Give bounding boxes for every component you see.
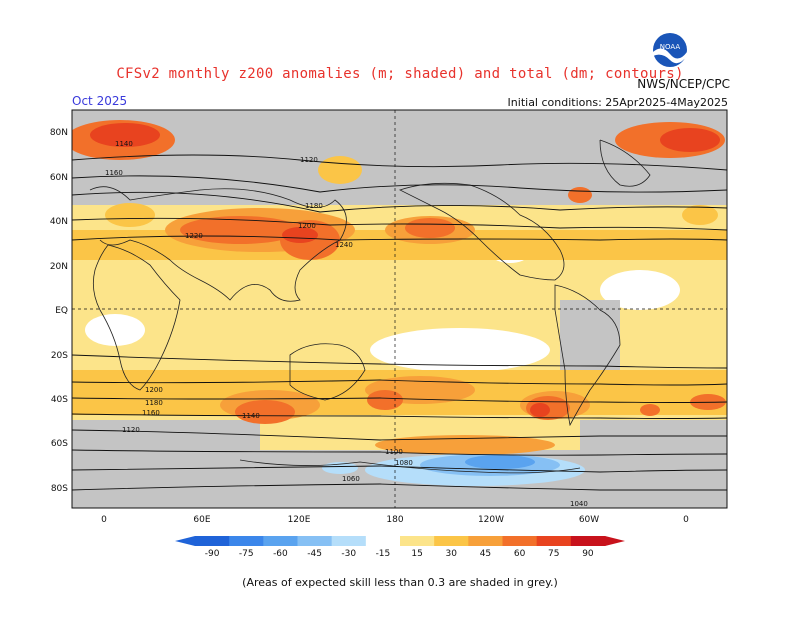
colorbar-swatch — [536, 536, 572, 546]
contour-label: 1200 — [298, 222, 316, 230]
colorbar-tick-label: -15 — [376, 549, 391, 559]
contour-label: 1220 — [185, 232, 203, 240]
colorbar-swatch — [468, 536, 503, 546]
colorbar-swatch — [365, 536, 401, 546]
colorbar-left-arrow — [175, 536, 195, 546]
contour-label: 1120 — [300, 156, 318, 164]
colorbar-swatch — [229, 536, 264, 546]
contour-label: 1100 — [385, 448, 403, 456]
lon-label: 0 — [101, 515, 107, 525]
lon-label: 180 — [386, 515, 403, 525]
colorbar-swatch — [263, 536, 298, 546]
colorbar-tick-label: 45 — [480, 549, 491, 559]
lon-label: 60W — [579, 515, 599, 525]
contour-label: 1160 — [142, 409, 160, 417]
negative-anomalies — [322, 454, 585, 486]
colorbar: -90 -75 -60 -45 -30 -15 15 30 45 60 75 90 — [175, 536, 625, 559]
skill-footnote: (Areas of expected skill less than 0.3 a… — [242, 576, 558, 589]
colorbar-swatch — [331, 536, 367, 546]
lon-label: 120E — [288, 515, 311, 525]
contour-labels: 1120 1140 1160 1180 1200 1220 1240 1200 … — [105, 140, 588, 508]
coastlines — [89, 139, 651, 474]
contour-label: 1240 — [335, 241, 353, 249]
colorbar-swatch — [570, 536, 606, 546]
lon-labels: 0 60E 120E 180 120W 60W 0 — [101, 515, 689, 525]
contour-label: 1160 — [105, 169, 123, 177]
map-frame — [71, 109, 728, 509]
contour-label: 1180 — [305, 202, 323, 210]
lat-label: 40N — [50, 217, 68, 227]
lat-label: 20N — [50, 262, 68, 272]
colorbar-tick-label: -60 — [273, 549, 288, 559]
contour-label: 1060 — [342, 475, 360, 483]
colorbar-swatch — [297, 536, 333, 546]
colorbar-tick-label: 90 — [582, 549, 594, 559]
contour-label: 1120 — [122, 426, 140, 434]
lat-label: 80N — [50, 128, 68, 138]
contour-label: 1180 — [145, 399, 163, 407]
lat-label: EQ — [55, 306, 68, 316]
lat-label: 60S — [51, 439, 68, 449]
agency-label: NWS/NCEP/CPC — [637, 77, 730, 91]
lon-label: 0 — [683, 515, 689, 525]
colorbar-right-arrow — [605, 536, 625, 546]
colorbar-swatch — [195, 536, 230, 546]
lat-label: 20S — [51, 351, 68, 361]
anomaly-75-plus — [90, 123, 720, 417]
lon-label: 60E — [193, 515, 210, 525]
contour-label: 1200 — [145, 386, 163, 394]
contour-label: 1040 — [570, 500, 588, 508]
init-conditions: Initial conditions: 25Apr2025-4May2025 — [507, 96, 728, 109]
valid-month: Oct 2025 — [72, 94, 128, 108]
colorbar-tick-label: 15 — [411, 549, 422, 559]
colorbar-swatch — [400, 536, 435, 546]
logo-text: NOAA — [660, 43, 681, 51]
colorbar-tick-label: 75 — [548, 549, 559, 559]
colorbar-tick-label: -90 — [205, 549, 220, 559]
chart-title: CFSv2 monthly z200 anomalies (m; shaded)… — [116, 66, 684, 82]
lon-label: 120W — [478, 515, 504, 525]
lat-label: 60N — [50, 173, 68, 183]
noaa-logo: NOAA — [651, 31, 689, 69]
colorbar-swatch — [434, 536, 469, 546]
colorbar-swatch — [502, 536, 538, 546]
colorbar-tick-label: 60 — [514, 549, 526, 559]
lat-label: 40S — [51, 395, 68, 405]
colorbar-tick-label: -30 — [341, 549, 356, 559]
height-contours — [72, 154, 727, 491]
lat-labels: 80N 60N 40N 20N EQ 20S 40S 60S 80S — [50, 128, 68, 494]
lat-label: 80S — [51, 484, 68, 494]
colorbar-tick-label: -45 — [307, 549, 322, 559]
contour-label: 1140 — [242, 412, 260, 420]
contour-label: 1140 — [115, 140, 133, 148]
contour-label: 1080 — [395, 459, 413, 467]
colorbar-tick-label: -75 — [239, 549, 254, 559]
colorbar-tick-label: 30 — [446, 549, 458, 559]
